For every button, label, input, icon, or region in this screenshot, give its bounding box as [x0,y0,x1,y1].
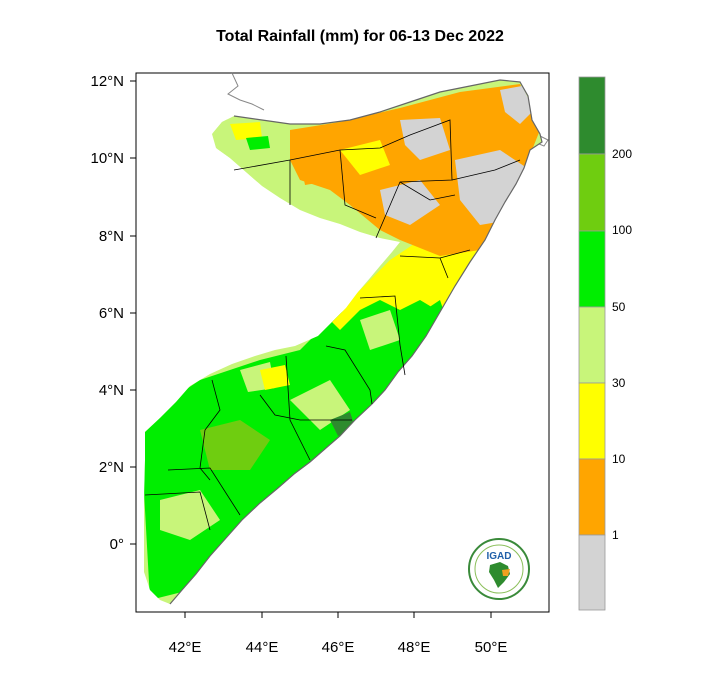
colorbar [578,76,606,611]
admin-boundary-line [285,355,311,461]
admin-boundary-line [233,119,453,239]
colorbar-label-1: 1 [612,528,619,542]
logo-horn-icon [502,569,510,576]
south-moderate-patch-1 [160,490,220,540]
northwest-low-patch [230,122,262,140]
lon-label-44e: 44°E [246,639,279,656]
admin-boundary-line [325,345,373,405]
lon-label-50e: 50°E [475,639,508,656]
central-moderate-patch [360,310,400,350]
neighbour-coastline [227,72,265,111]
igad-logo: IGAD [468,538,530,600]
north-dry-area-2 [400,118,450,160]
logo-inner-ring [474,544,524,594]
admin-boundary-line [359,295,406,376]
admin-boundary-line [167,467,241,516]
admin-boundary-line [339,149,377,219]
lat-label-2n: 2°N [99,459,124,476]
lat-label-8n: 8°N [99,228,124,245]
colorbar-bin-moderate [578,306,606,384]
colorbar-label-50: 50 [612,300,626,314]
somalia-outline [169,79,543,605]
colorbar-bin-high [578,230,606,308]
admin-boundary-line [259,394,352,421]
admin-boundary-line [199,379,221,481]
colorbar-label-100: 100 [612,223,632,237]
colorbar-label-30: 30 [612,376,626,390]
northwest-moderate-rain [210,118,290,190]
north-low-patch [340,140,390,175]
northwest-high-patch [246,136,270,150]
logo-text: IGAD [487,551,512,562]
x-axis [184,612,492,618]
colorbar-bin-light [578,458,606,536]
colorbar-label-10: 10 [612,452,626,466]
colorbar-bin-extreme [578,76,606,155]
y-axis [130,80,136,545]
logo-africa-icon [489,562,510,588]
admin-boundaries [144,119,521,531]
north-dry-area-3 [500,86,534,124]
lat-label-4n: 4°N [99,382,124,399]
map-title: Total Rainfall (mm) for 06-13 Dec 2022 [216,28,504,45]
colorbar-bin-dry [578,534,606,611]
lat-label-6n: 6°N [99,305,124,322]
admin-boundary-line [144,491,211,531]
northwest-light-patch [300,155,335,185]
north-dry-area-4 [380,180,440,225]
lat-label-12n: 12°N [90,73,124,90]
lon-label-48e: 48°E [398,639,431,656]
lat-label-10n: 10°N [90,150,124,167]
admin-boundary-line [451,159,521,181]
lat-label-0: 0° [110,536,124,553]
colorbar-bin-very-high [578,153,606,232]
admin-boundary-line [439,257,449,279]
lon-label-42e: 42°E [169,639,202,656]
south-moderate-patch-2 [290,380,350,430]
south-very-high-rain [200,420,270,470]
south-low-patch-1 [260,365,290,390]
lon-label-46e: 46°E [322,639,355,656]
colorbar-label-200: 200 [612,147,632,161]
admin-boundary-line [399,181,456,201]
colorbar-bin-low [578,382,606,460]
